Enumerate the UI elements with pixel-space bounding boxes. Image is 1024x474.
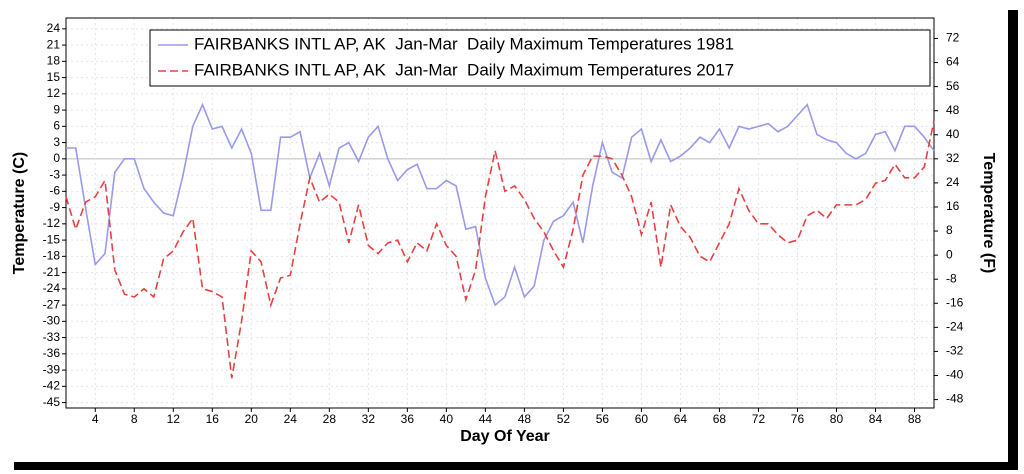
plot-border <box>65 17 935 409</box>
x-tick-label: 48 <box>518 412 532 426</box>
y2-tick-label: 64 <box>946 55 960 69</box>
y-tick-label: -42 <box>43 379 61 393</box>
y2-tick-label: -48 <box>946 392 964 406</box>
y-tick-label: -30 <box>43 314 61 328</box>
y-tick-label: 12 <box>47 86 61 100</box>
y-tick-label: -9 <box>49 200 60 214</box>
x-tick-label: 60 <box>635 412 649 426</box>
x-tick-label: 4 <box>92 412 99 426</box>
y2-tick-label: 56 <box>946 79 960 93</box>
y2-tick-label: 0 <box>946 247 953 261</box>
y2-tick-label: 32 <box>946 151 960 165</box>
y-tick-label: 18 <box>47 54 61 68</box>
x-tick-label: 40 <box>440 412 454 426</box>
x-axis-label: Day Of Year <box>460 428 550 445</box>
y-tick-label: -39 <box>43 362 61 376</box>
y-tick-label: -21 <box>43 265 61 279</box>
y2-tick-label: 48 <box>946 103 960 117</box>
y2-tick-label: 40 <box>946 127 960 141</box>
x-tick-label: 88 <box>908 412 922 426</box>
x-tick-label: 12 <box>167 412 181 426</box>
y-tick-label: 3 <box>53 135 60 149</box>
y-tick-label: -15 <box>43 232 61 246</box>
y-tick-label: -12 <box>43 216 61 230</box>
y-tick-label: 0 <box>53 151 60 165</box>
y-tick-label: -18 <box>43 249 61 263</box>
y2-tick-label: 24 <box>946 175 960 189</box>
x-tick-label: 80 <box>830 412 844 426</box>
y-tick-label: -36 <box>43 346 61 360</box>
y-tick-label: -33 <box>43 330 61 344</box>
x-tick-label: 52 <box>557 412 571 426</box>
legend-label: FAIRBANKS INTL AP, AK Jan-Mar Daily Maxi… <box>194 60 734 79</box>
y-tick-label: 15 <box>47 70 61 84</box>
y-tick-label: -27 <box>43 297 61 311</box>
y2-tick-label: -8 <box>946 271 957 285</box>
x-tick-label: 64 <box>674 412 688 426</box>
y-tick-label: 21 <box>47 37 61 51</box>
y-tick-label: -3 <box>49 167 60 181</box>
y-tick-label: -24 <box>43 281 61 295</box>
x-tick-label: 8 <box>131 412 138 426</box>
y2-tick-label: -32 <box>946 344 964 358</box>
y2-tick-label: 8 <box>946 223 953 237</box>
legend-label: FAIRBANKS INTL AP, AK Jan-Mar Daily Maxi… <box>194 34 734 53</box>
y-tick-label: -6 <box>49 184 60 198</box>
legend-box <box>149 29 931 87</box>
x-tick-label: 16 <box>206 412 220 426</box>
x-tick-label: 20 <box>245 412 259 426</box>
y-tick-label: 9 <box>53 102 60 116</box>
x-tick-label: 76 <box>791 412 805 426</box>
series-line <box>65 120 935 379</box>
series-line <box>66 102 935 307</box>
x-tick-label: 44 <box>479 412 493 426</box>
x-tick-label: 84 <box>869 412 883 426</box>
x-tick-label: 72 <box>752 412 766 426</box>
y2-tick-label: -24 <box>946 320 964 334</box>
x-tick-label: 28 <box>323 412 337 426</box>
y-tick-label: 24 <box>47 21 61 35</box>
y2-tick-label: 16 <box>946 199 960 213</box>
x-tick-label: 36 <box>401 412 415 426</box>
y2-tick-label: 72 <box>946 31 960 45</box>
x-tick-label: 32 <box>362 412 376 426</box>
y2-tick-label: -40 <box>946 368 964 382</box>
y2-tick-label: -16 <box>946 295 964 309</box>
y-tick-label: 6 <box>53 119 60 133</box>
x-tick-label: 56 <box>596 412 610 426</box>
y-tick-label: -45 <box>43 395 61 409</box>
y2-axis-label: Temperature (F) <box>980 153 997 274</box>
x-tick-label: 24 <box>284 412 298 426</box>
x-tick-label: 68 <box>713 412 727 426</box>
y-axis-label: Temperature (C) <box>11 152 28 274</box>
